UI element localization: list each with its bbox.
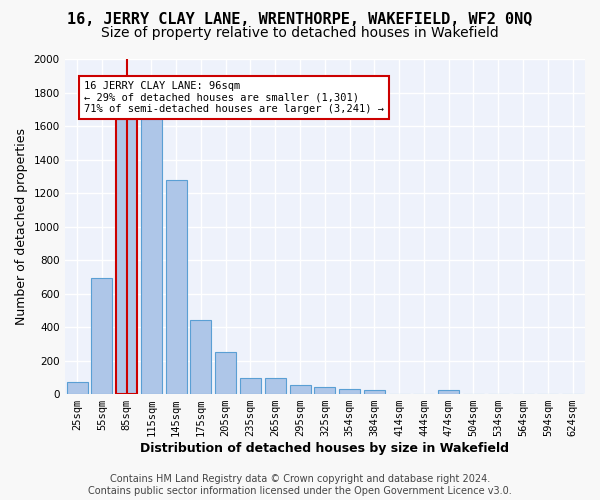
Bar — [314, 388, 335, 394]
Bar — [91, 278, 112, 394]
Bar — [190, 320, 211, 394]
Bar — [215, 352, 236, 394]
Y-axis label: Number of detached properties: Number of detached properties — [15, 128, 28, 325]
Bar — [141, 120, 162, 394]
Bar — [116, 120, 137, 394]
Bar — [166, 180, 187, 394]
Bar — [290, 385, 311, 394]
Bar — [265, 378, 286, 394]
X-axis label: Distribution of detached houses by size in Wakefield: Distribution of detached houses by size … — [140, 442, 509, 455]
Bar — [339, 389, 360, 394]
Bar — [364, 390, 385, 394]
Text: 16, JERRY CLAY LANE, WRENTHORPE, WAKEFIELD, WF2 0NQ: 16, JERRY CLAY LANE, WRENTHORPE, WAKEFIE… — [67, 12, 533, 26]
Bar — [67, 382, 88, 394]
Text: Size of property relative to detached houses in Wakefield: Size of property relative to detached ho… — [101, 26, 499, 40]
Bar — [438, 390, 459, 394]
Text: Contains HM Land Registry data © Crown copyright and database right 2024.
Contai: Contains HM Land Registry data © Crown c… — [88, 474, 512, 496]
Bar — [240, 378, 261, 394]
Text: 16 JERRY CLAY LANE: 96sqm
← 29% of detached houses are smaller (1,301)
71% of se: 16 JERRY CLAY LANE: 96sqm ← 29% of detac… — [84, 81, 384, 114]
